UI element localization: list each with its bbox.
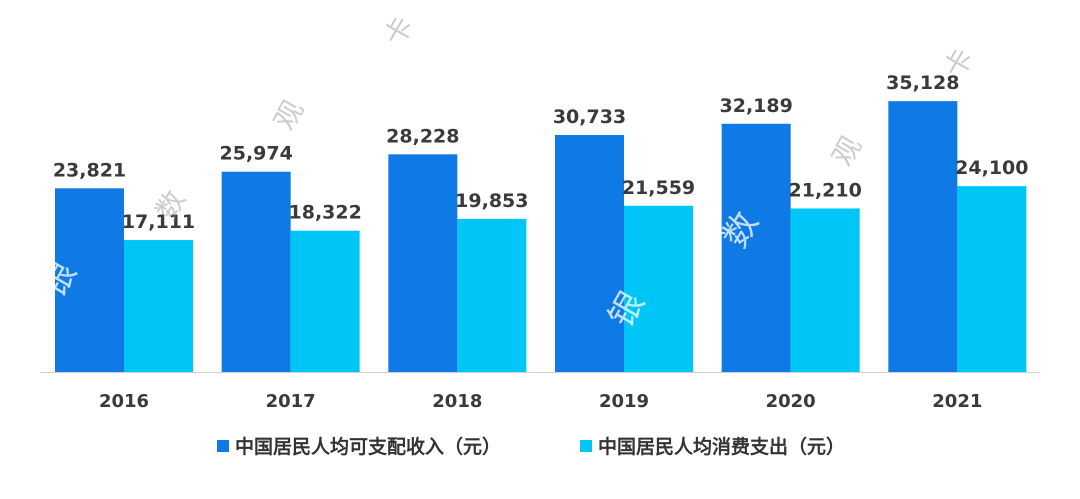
value-label-income-2020: 32,189: [720, 95, 793, 117]
x-tick-label: 2017: [266, 391, 316, 412]
value-label-consumption-2019: 21,559: [622, 177, 695, 199]
legend-swatch-consumption: [580, 440, 592, 452]
bar-income-2018: [388, 154, 458, 372]
watermark-char: 观: [267, 95, 310, 136]
value-label-consumption-2016: 17,111: [122, 211, 195, 233]
x-tick-label: 2021: [932, 391, 982, 412]
legend-label-consumption: 中国居民人均消费支出（元）: [598, 435, 845, 458]
legend-swatch-income: [217, 440, 229, 452]
x-tick-label: 2020: [766, 391, 816, 412]
bar-income-2021: [888, 101, 958, 373]
value-label-consumption-2017: 18,322: [289, 202, 362, 224]
value-label-consumption-2020: 21,210: [789, 179, 862, 201]
bar-consumption-2018: [457, 218, 527, 372]
x-tick-label: 2018: [432, 391, 482, 412]
value-label-consumption-2018: 19,853: [455, 190, 528, 212]
bar-consumption-2019: [624, 205, 693, 372]
value-label-income-2019: 30,733: [553, 106, 626, 128]
value-label-income-2017: 25,974: [220, 143, 293, 165]
bar-income-2020: [721, 123, 791, 372]
bar-consumption-2021: [957, 186, 1027, 372]
bar-income-2019: [555, 135, 624, 372]
legend-label-income: 中国居民人均可支配收入（元）: [235, 435, 501, 458]
x-tick-label: 2016: [99, 391, 149, 412]
value-labels-layer: 23,821 17,111 25,974 18,322 28,228 19,853 30,7…: [53, 72, 1029, 233]
bar-consumption-2020: [790, 208, 860, 372]
bar-income-2016: [55, 188, 124, 372]
x-tick-label: 2019: [599, 391, 649, 412]
x-tick-labels: 2016 2017 2018 2019 2020 2021: [99, 391, 982, 412]
bar-income-2017: [221, 171, 291, 372]
value-label-consumption-2021: 24,100: [955, 157, 1028, 179]
watermark-char: 卡: [377, 11, 420, 52]
bar-consumption-2017: [290, 230, 360, 372]
legend: 中国居民人均可支配收入（元） 中国居民人均消费支出（元）: [217, 435, 845, 458]
value-label-income-2016: 23,821: [53, 159, 126, 181]
value-label-income-2018: 28,228: [386, 125, 459, 147]
value-label-income-2021: 35,128: [886, 72, 959, 94]
bar-consumption-2016: [124, 240, 193, 372]
watermark-char: 观: [825, 131, 868, 172]
bars-layer: [55, 101, 1027, 373]
